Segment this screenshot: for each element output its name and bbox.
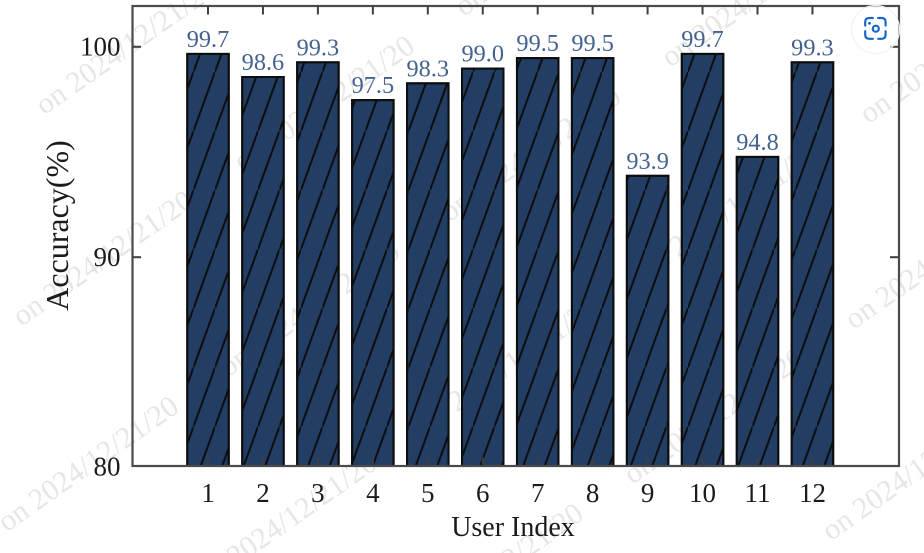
svg-text:7: 7: [531, 478, 545, 508]
svg-text:11: 11: [745, 478, 771, 508]
svg-text:12: 12: [799, 478, 826, 508]
svg-text:99.3: 99.3: [297, 34, 340, 61]
svg-text:Accuracy(%): Accuracy(%): [39, 140, 75, 311]
svg-text:80: 80: [94, 451, 121, 481]
svg-text:1: 1: [201, 478, 215, 508]
svg-text:97.5: 97.5: [352, 72, 395, 99]
svg-text:99.0: 99.0: [461, 41, 504, 68]
svg-text:100: 100: [80, 32, 121, 62]
svg-text:98.3: 98.3: [407, 55, 450, 82]
svg-text:99.3: 99.3: [791, 34, 834, 61]
svg-text:5: 5: [421, 478, 435, 508]
svg-text:99.5: 99.5: [571, 30, 614, 57]
svg-text:9: 9: [641, 478, 655, 508]
svg-text:98.6: 98.6: [242, 49, 285, 76]
svg-text:2: 2: [256, 478, 270, 508]
svg-text:4: 4: [366, 478, 380, 508]
svg-text:6: 6: [476, 478, 490, 508]
svg-text:99.7: 99.7: [187, 26, 230, 53]
svg-text:99.7: 99.7: [681, 26, 724, 53]
svg-text:3: 3: [311, 478, 325, 508]
svg-text:90: 90: [94, 242, 121, 272]
svg-text:10: 10: [689, 478, 716, 508]
svg-text:93.9: 93.9: [626, 148, 669, 175]
svg-text:99.5: 99.5: [516, 30, 559, 57]
svg-text:User Index: User Index: [451, 512, 575, 543]
svg-text:8: 8: [586, 478, 600, 508]
svg-text:94.8: 94.8: [736, 129, 779, 156]
